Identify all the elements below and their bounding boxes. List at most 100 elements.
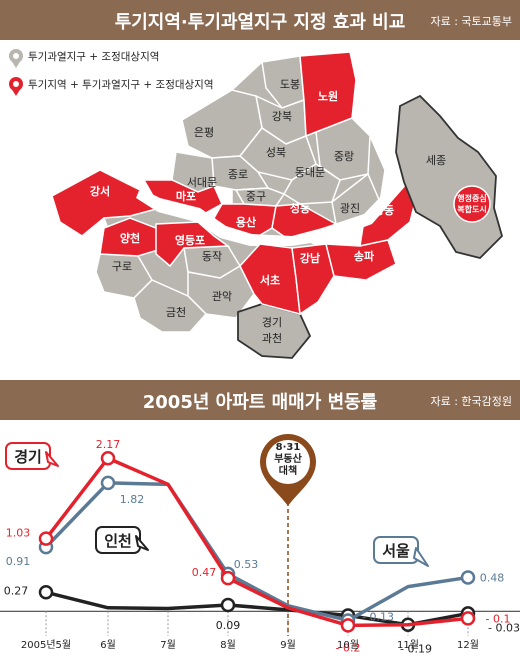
data-label: 0.48 bbox=[480, 571, 505, 584]
district-label: 중랑 bbox=[334, 150, 354, 163]
x-tick-label: 9월 bbox=[280, 639, 296, 651]
map-title: 투기지역·투기과열지구 지정 효과 비교 bbox=[114, 12, 406, 33]
district-label: 동대문 bbox=[295, 166, 325, 179]
data-point bbox=[220, 570, 236, 586]
district-label: 은평 bbox=[194, 126, 214, 139]
sejong-badge-line2: 복합도시 bbox=[457, 204, 486, 214]
chart-title: 2005년 아파트 매매가 변동률 bbox=[142, 392, 378, 413]
district-yeongdeungpo bbox=[155, 221, 231, 268]
district-label: 양천 bbox=[120, 231, 140, 245]
map-source: 자료 : 국토교통부 bbox=[430, 15, 512, 28]
legend-red-marker bbox=[9, 77, 23, 96]
han-river bbox=[136, 170, 416, 246]
data-label: - 0.2 bbox=[336, 641, 361, 654]
callout-경기: 경기 bbox=[5, 442, 59, 470]
series-line-경기 bbox=[44, 456, 469, 628]
district-label: 성동 bbox=[290, 201, 310, 215]
x-tick-label: 12월 bbox=[457, 639, 479, 651]
sejong-badge bbox=[453, 185, 491, 223]
x-tick-label: 8월 bbox=[220, 639, 236, 651]
data-label: 0.09 bbox=[216, 619, 241, 632]
district-gangseo bbox=[51, 169, 162, 237]
data-label: - 0.03 bbox=[488, 621, 520, 634]
district-label: 용산 bbox=[236, 215, 256, 229]
district-label: 노원 bbox=[318, 89, 338, 103]
data-label: - 0.1 bbox=[486, 612, 511, 625]
data-label: 1.03 bbox=[6, 527, 31, 540]
district-label: 동작 bbox=[202, 250, 222, 263]
chart-source: 자료 : 한국감정원 bbox=[430, 395, 512, 408]
series-line-서울 bbox=[44, 481, 469, 623]
x-tick-label: 10월 bbox=[337, 639, 359, 651]
data-labels: 0.27 0.09 - 0.19 - 0.03 0.91 1.82 0.53 - 0.13 0.… bbox=[4, 438, 520, 655]
district-label: 강서 bbox=[90, 184, 110, 198]
data-label: 2.17 bbox=[96, 438, 121, 451]
data-point bbox=[38, 585, 54, 600]
data-label: 0.53 bbox=[234, 558, 259, 571]
district-label: 서대문 bbox=[187, 176, 217, 189]
data-label: 0.47 bbox=[192, 566, 217, 579]
series-name: 경기 bbox=[14, 448, 42, 466]
district-label: 구로 bbox=[112, 260, 132, 273]
district-label: 강남 bbox=[300, 251, 320, 265]
district-label: 관악 bbox=[212, 290, 232, 303]
district-label: 종로 bbox=[228, 168, 248, 181]
legend-red-label: 투기지역 + 투기과열지구 + 조정대상지역 bbox=[28, 79, 214, 91]
data-label: - 0.19 bbox=[400, 643, 432, 656]
district-label: 마포 bbox=[176, 189, 196, 203]
data-point bbox=[460, 570, 476, 585]
district-label: 세종 bbox=[426, 154, 446, 167]
district-songpa bbox=[325, 239, 397, 281]
callout-인천: 인천 bbox=[95, 526, 149, 554]
data-label: 1.82 bbox=[120, 493, 145, 506]
legend-gray-marker bbox=[9, 49, 23, 68]
x-tick-label: 2005년5월 bbox=[21, 639, 71, 651]
data-point bbox=[100, 475, 116, 491]
district-label: 금천 bbox=[166, 305, 186, 319]
district-label: 강동 bbox=[374, 203, 394, 217]
sejong-badge-line1: 행정중심 bbox=[457, 193, 486, 203]
district-junggu bbox=[234, 187, 286, 207]
legend-gray-label: 투기과열지구 + 조정대상지역 bbox=[28, 51, 159, 63]
district-label: 성북 bbox=[266, 146, 286, 159]
series-name: 인천 bbox=[104, 532, 132, 550]
data-point bbox=[460, 611, 476, 626]
district-label: 서초 bbox=[260, 273, 280, 287]
district-label: 과천 bbox=[262, 331, 282, 345]
legend: 투기과열지구 + 조정대상지역 투기지역 + 투기과열지구 + 조정대상지역 bbox=[9, 49, 214, 96]
event-label: 부동산 bbox=[274, 452, 302, 465]
data-label: 0.27 bbox=[4, 584, 29, 597]
series-lines bbox=[38, 450, 476, 633]
district-label: 송파 bbox=[354, 249, 375, 263]
district-label: 광진 bbox=[340, 202, 360, 215]
x-tick-labels: 2005년5월 6월 7월 8월 9월 10월 11월 12월 bbox=[21, 639, 479, 651]
district-geumcheon bbox=[133, 279, 208, 333]
callout-서울: 서울 bbox=[373, 536, 429, 567]
district-nowon bbox=[299, 51, 357, 138]
data-point bbox=[100, 450, 116, 466]
event-label: 대책 bbox=[279, 464, 297, 477]
district-seongbuk bbox=[238, 126, 317, 181]
district-sejong bbox=[395, 94, 504, 259]
district-label: 강북 bbox=[272, 110, 292, 123]
data-label: 0.91 bbox=[6, 555, 31, 568]
data-point bbox=[220, 597, 236, 613]
series-name: 서울 bbox=[382, 542, 410, 560]
data-point bbox=[38, 531, 54, 546]
event-pin-inner bbox=[266, 440, 310, 484]
event-label: 8·31 bbox=[276, 442, 301, 453]
x-tick-label: 7월 bbox=[160, 639, 176, 651]
x-tick-label: 6월 bbox=[100, 639, 116, 651]
x-tick-label: 11월 bbox=[397, 639, 419, 651]
district-map: 투기과열지구 + 조정대상지역 투기지역 + 투기과열지구 + 조정대상지역 행… bbox=[9, 49, 504, 359]
district-label: 영등포 bbox=[175, 234, 205, 247]
district-label: 중구 bbox=[246, 190, 266, 203]
data-label: - 0.13 bbox=[362, 610, 394, 623]
chart-title-banner: 2005년 아파트 매매가 변동률 자료 : 한국감정원 bbox=[0, 380, 520, 420]
district-label: 도봉 bbox=[280, 78, 300, 91]
district-label: 경기 bbox=[262, 316, 282, 329]
